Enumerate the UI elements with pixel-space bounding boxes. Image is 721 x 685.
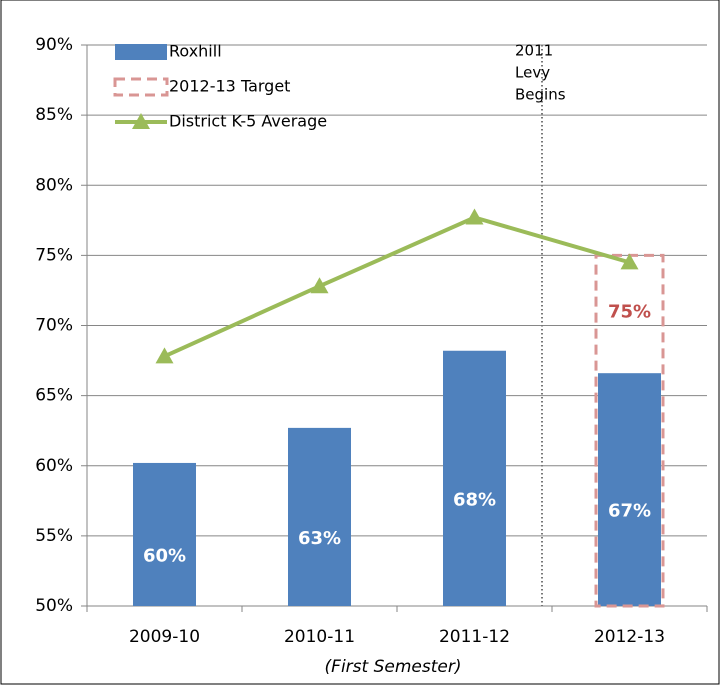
legend-label: District K-5 Average bbox=[169, 112, 327, 131]
bar bbox=[598, 373, 661, 606]
x-tick-label: 2009-10 bbox=[129, 627, 200, 647]
annotation: Begins bbox=[515, 86, 566, 104]
x-axis-label: (First Semester) bbox=[325, 657, 462, 677]
y-tick-label: 65% bbox=[35, 386, 73, 406]
y-tick-label: 90% bbox=[35, 35, 73, 55]
y-tick-label: 75% bbox=[35, 245, 73, 265]
y-tick-label: 80% bbox=[35, 175, 73, 195]
x-tick-label: 2010-11 bbox=[284, 627, 355, 647]
bar-label: 68% bbox=[453, 489, 496, 510]
x-tick-label: 2011-12 bbox=[439, 627, 510, 647]
x-tick-label: 2012-13 bbox=[594, 627, 665, 647]
y-tick-label: 50% bbox=[35, 596, 73, 616]
target-label: 75% bbox=[608, 301, 651, 322]
annotation: Levy bbox=[515, 64, 550, 82]
y-tick-label: 70% bbox=[35, 316, 73, 336]
legend-label: Roxhill bbox=[169, 42, 222, 61]
bar-label: 63% bbox=[298, 528, 341, 549]
bar bbox=[443, 350, 506, 606]
y-tick-label: 60% bbox=[35, 456, 73, 476]
bar-label: 60% bbox=[143, 545, 186, 566]
annotation: 2011 bbox=[515, 42, 553, 60]
line bbox=[163, 215, 631, 359]
bar bbox=[288, 427, 351, 606]
line-marker bbox=[465, 208, 484, 225]
bar bbox=[133, 462, 196, 606]
bar-label: 67% bbox=[608, 501, 651, 522]
line-marker bbox=[310, 277, 329, 294]
legend-swatch bbox=[115, 44, 167, 60]
line-marker bbox=[155, 347, 174, 364]
legend-marker bbox=[132, 113, 150, 129]
y-tick-label: 85% bbox=[35, 105, 73, 125]
legend-swatch bbox=[113, 77, 169, 97]
y-tick-label: 55% bbox=[35, 526, 73, 546]
line-marker bbox=[620, 253, 639, 270]
legend-label: 2012-13 Target bbox=[169, 77, 290, 96]
